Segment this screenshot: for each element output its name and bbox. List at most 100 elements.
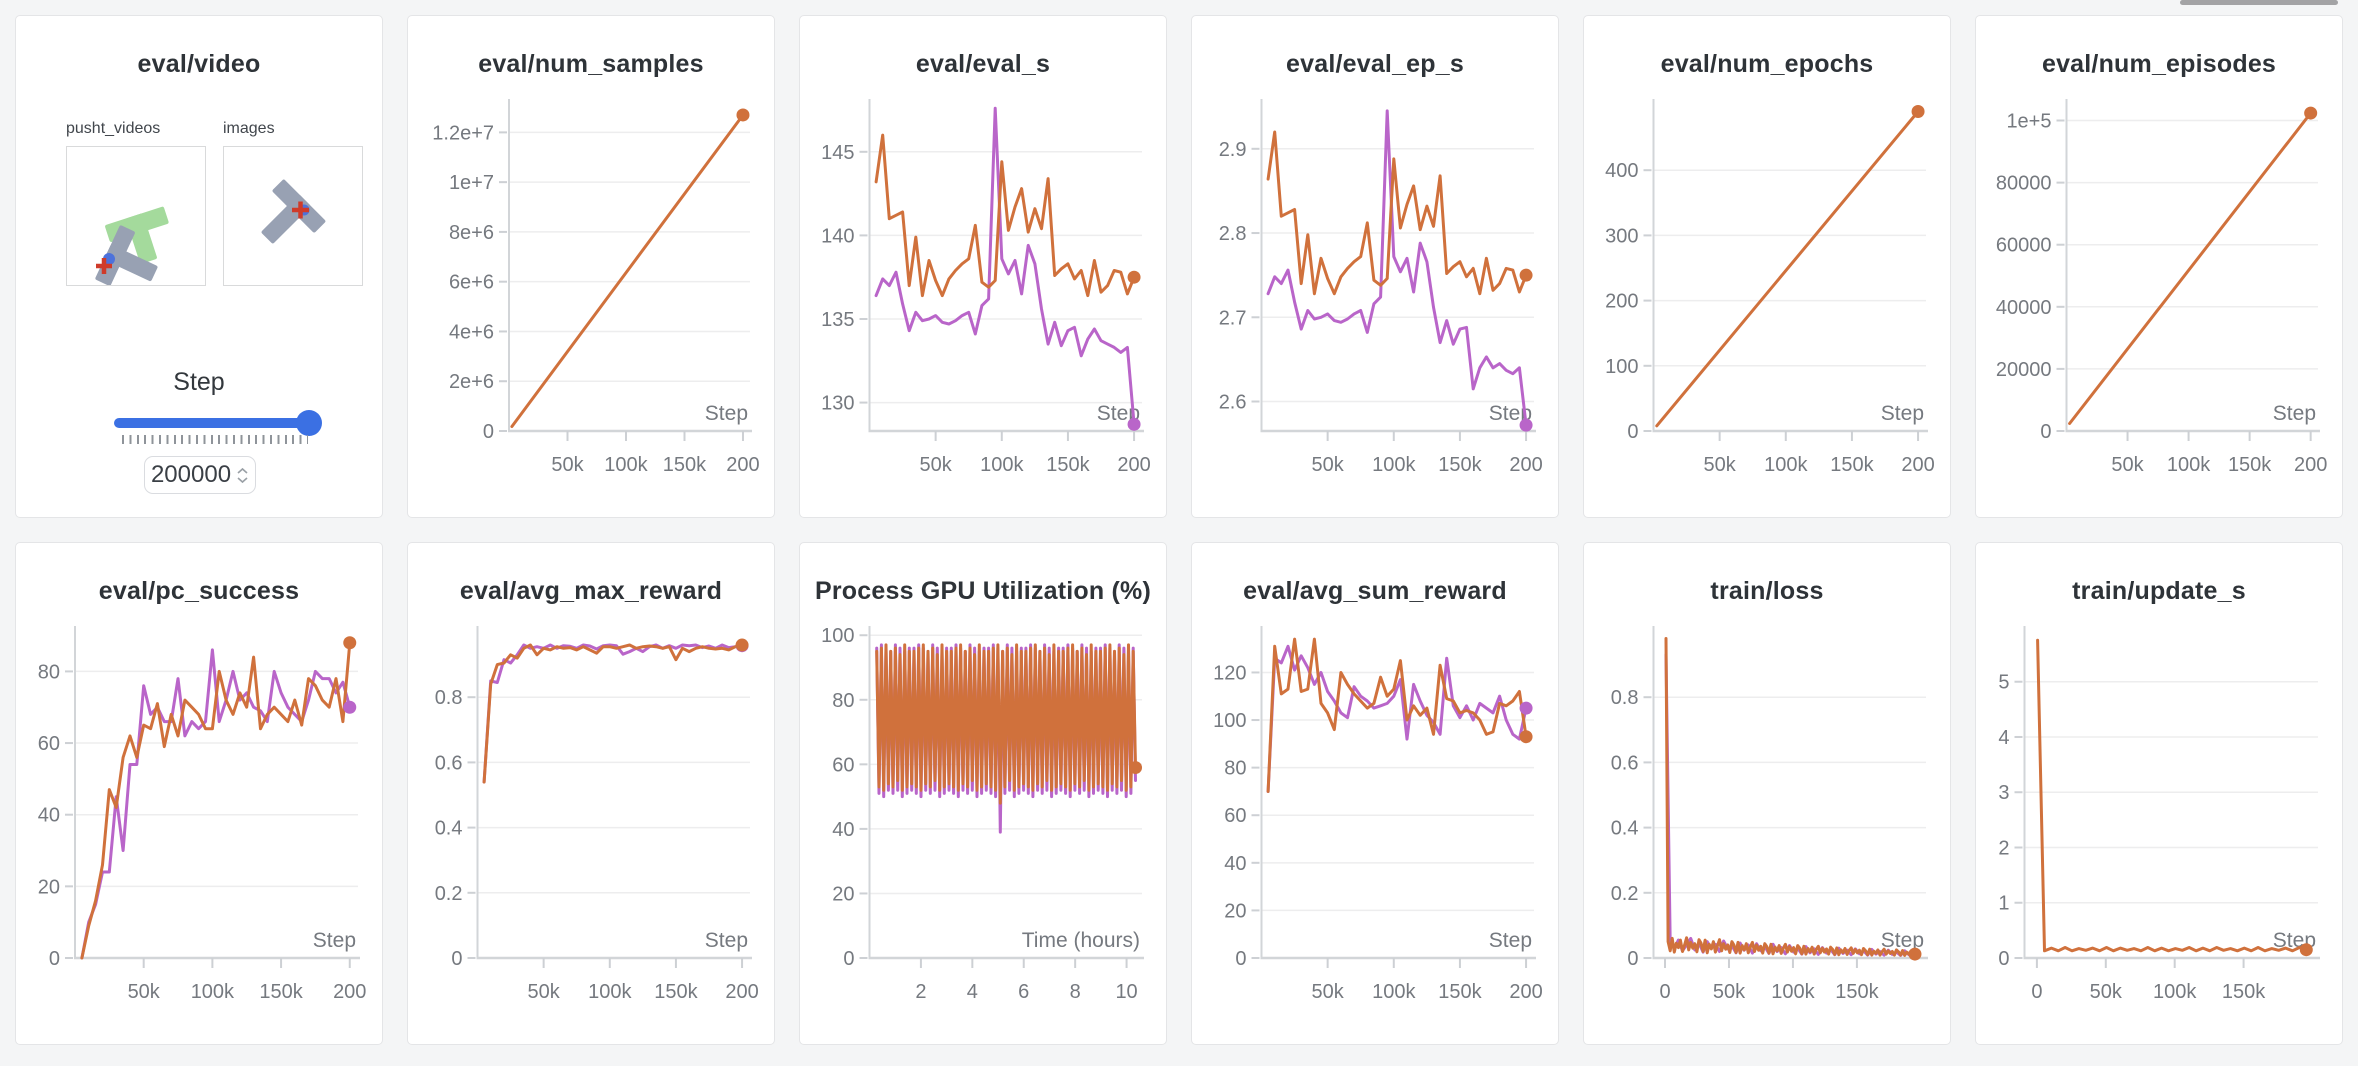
y-tick-label: 0 [1627, 948, 1638, 970]
x-tick-label: 100k [2153, 981, 2197, 1003]
series-line-orange [1266, 637, 1528, 793]
series-end-dot-purple [1127, 417, 1141, 431]
chart-title: eval/num_epochs [1660, 50, 1874, 78]
step-value: 200000 [150, 461, 232, 488]
x-tick-label: 200 [726, 454, 759, 476]
chart-title: eval/avg_sum_reward [1243, 577, 1507, 605]
x-tick-label: 0 [1659, 981, 1670, 1003]
x-tick-label: 2 [915, 981, 926, 1003]
series-line-orange [1266, 130, 1528, 296]
step-value-input[interactable]: 200000 [144, 456, 256, 494]
x-tick-label: 50k [920, 454, 953, 476]
step-slider-thumb[interactable] [296, 410, 322, 436]
chart-title: eval/avg_max_reward [459, 577, 723, 605]
goal-cross [96, 258, 112, 274]
chart-panel-train-update-s[interactable]: train/update_s 0 1 2 3 4 5 0 50k 100k 150k Step [1975, 542, 2343, 1045]
y-tick-label: 0.6 [435, 752, 463, 774]
chart-panel-eval-pc-success[interactable]: eval/pc_success 0 20 40 60 80 50k 100k 150k 200 St… [15, 542, 383, 1045]
series-line-purple [1266, 644, 1528, 793]
x-tick-label: 10 [1115, 981, 1137, 1003]
series-end-dot-orange [2299, 943, 2313, 957]
y-tick-label: 0.8 [435, 687, 463, 709]
chart-panel-eval-eval-ep-s[interactable]: eval/eval_ep_s 2.6 2.7 2.8 2.9 50k 100k 150k 200… [1191, 15, 1559, 518]
x-tick-label: 150k [259, 981, 303, 1003]
chart-panel-eval-num-episodes[interactable]: eval/num_episodes 0 20000 40000 60000 80000 1e… [1975, 15, 2343, 518]
step-slider-ticks [122, 435, 308, 444]
horizontal-scrollbar-thumb[interactable] [2180, 0, 2338, 5]
y-tick-label: 400 [1605, 160, 1638, 182]
pusht-video-thumbnail[interactable] [66, 146, 206, 286]
media-label-images: images [223, 120, 275, 137]
y-tick-label: 145 [821, 142, 854, 164]
series-line-orange [2036, 638, 2308, 953]
images-scene-render [261, 179, 326, 244]
y-tick-label: 300 [1605, 225, 1638, 247]
chart-panel-eval-num-samples[interactable]: eval/num_samples 0 2e+6 4e+6 6e+6 8e+6 1e+7 1.2… [407, 15, 775, 518]
x-axis-title: Step [1881, 929, 1924, 952]
chart-panel-process-gpu-utilization-[interactable]: Process GPU Utilization (%) 0 20 40 60 80 100 2… [799, 542, 1167, 1045]
y-tick-label: 2 [1998, 837, 2009, 859]
chart-title: train/update_s [2072, 577, 2246, 605]
x-tick-label: 150k [654, 981, 698, 1003]
x-tick-label: 8 [1070, 981, 1081, 1003]
x-tick-label: 200 [2294, 454, 2327, 476]
x-tick-label: 50k [1312, 454, 1345, 476]
y-tick-label: 6e+6 [449, 272, 494, 294]
y-tick-label: 2.6 [1219, 392, 1247, 414]
chart-panel-eval-num-epochs[interactable]: eval/num_epochs 0 100 200 300 400 50k 100k 150k 2… [1583, 15, 1951, 518]
series-end-dot-purple [1519, 701, 1533, 715]
series-line-purple [1266, 109, 1528, 427]
x-tick-label: 100k [588, 981, 632, 1003]
y-tick-label: 1e+7 [449, 172, 494, 194]
y-tick-label: 3 [1998, 782, 2009, 804]
x-tick-label: 100k [2167, 454, 2211, 476]
y-tick-label: 80000 [1996, 173, 2052, 195]
series-end-dot-orange [1519, 730, 1533, 744]
y-tick-label: 200 [1605, 291, 1638, 313]
x-tick-label: 50k [2111, 454, 2144, 476]
chevron-up-icon[interactable] [236, 467, 249, 475]
chart-panel-eval-avg-sum-reward[interactable]: eval/avg_sum_reward 0 20 40 60 80 100 120 50k 100… [1191, 542, 1559, 1045]
series-line-purple [874, 106, 1136, 426]
y-tick-label: 0 [1998, 948, 2009, 970]
x-axis-title: Time (hours) [1022, 929, 1140, 952]
y-tick-label: 1 [1998, 893, 2009, 915]
y-tick-label: 40 [1224, 853, 1246, 875]
chart-panel-eval-eval-s[interactable]: eval/eval_s 130 135 140 145 50k 100k 150k 200 Ste… [799, 15, 1167, 518]
step-spinner[interactable] [236, 467, 249, 484]
y-tick-label: 80 [38, 661, 60, 683]
pusht-scene-render [95, 206, 169, 286]
x-tick-label: 50k [1312, 981, 1345, 1003]
series-line-orange [510, 113, 745, 428]
y-tick-label: 0.8 [1611, 687, 1639, 709]
images-thumbnail[interactable] [223, 146, 363, 286]
y-tick-label: 2.8 [1219, 223, 1247, 245]
chevron-down-icon[interactable] [236, 476, 249, 484]
chart-panel-eval-avg-max-reward[interactable]: eval/avg_max_reward 0 0.2 0.4 0.6 0.8 50k 100k 1… [407, 542, 775, 1045]
series-end-dot-orange [1908, 947, 1922, 961]
y-tick-label: 0 [1235, 948, 1246, 970]
x-tick-label: 200 [1901, 454, 1934, 476]
y-tick-label: 0 [483, 421, 494, 443]
x-tick-label: 150k [2228, 454, 2272, 476]
y-tick-label: 0 [2040, 421, 2051, 443]
chart-panel-train-loss[interactable]: train/loss 0 0.2 0.4 0.6 0.8 0 50k 100k 150k Step [1583, 542, 1951, 1045]
y-tick-label: 0 [451, 948, 462, 970]
x-axis-title: Step [2273, 402, 2316, 425]
panel-eval-video[interactable]: eval/video pusht_videos images [15, 15, 383, 518]
step-slider-label: Step [173, 368, 225, 396]
chart-plot: 0 0.2 0.4 0.6 0.8 0 50k 100k 150k Step [1611, 626, 1928, 1003]
series-end-dot-purple [343, 700, 357, 714]
y-tick-label: 100 [1605, 356, 1638, 378]
x-tick-label: 100k [1372, 454, 1416, 476]
x-tick-label: 0 [2031, 981, 2042, 1003]
step-slider-track[interactable] [114, 410, 322, 436]
series-end-dot-orange [2304, 106, 2318, 120]
chart-plot: 0 0.2 0.4 0.6 0.8 50k 100k 150k 200 Step [435, 626, 759, 1003]
y-tick-label: 1e+5 [2006, 111, 2051, 133]
chart-title: eval/eval_s [915, 50, 1051, 78]
y-tick-label: 8e+6 [449, 222, 494, 244]
